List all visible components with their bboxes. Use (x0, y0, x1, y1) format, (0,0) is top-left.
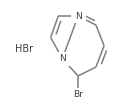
Bar (68, 88, 88, 101)
Text: HBr: HBr (15, 44, 33, 54)
Text: Br: Br (73, 90, 83, 99)
Text: N: N (75, 12, 82, 21)
Bar (55, 52, 70, 66)
Bar (71, 9, 86, 23)
Text: N: N (59, 54, 66, 63)
